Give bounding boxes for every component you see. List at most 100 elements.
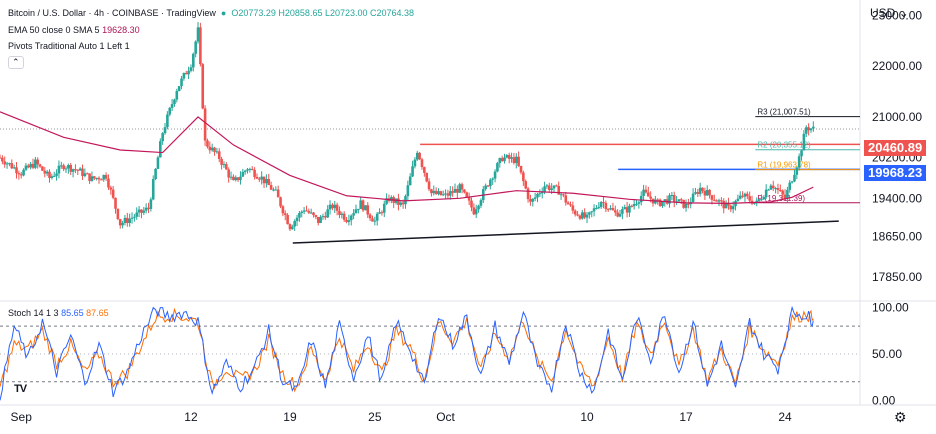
candle-body: [43, 170, 47, 174]
candle-body: [580, 212, 584, 219]
candle-body: [276, 189, 280, 198]
candle-body: [189, 67, 193, 71]
candle-body: [215, 151, 219, 153]
collapse-legend-icon[interactable]: ⌃: [8, 56, 24, 69]
candle-body: [76, 169, 80, 171]
candle-body: [12, 167, 16, 169]
candle-body: [536, 193, 539, 198]
candle-body: [569, 204, 572, 206]
pivot-level-label: R3 (21,007.51): [757, 108, 811, 117]
y-tick-label: 18650.00: [872, 229, 922, 243]
candle-body: [642, 189, 645, 196]
candle-body: [812, 126, 815, 129]
candle-body: [448, 191, 452, 196]
candle-body: [571, 205, 575, 211]
candle-body: [57, 165, 61, 174]
candle-body: [45, 171, 49, 174]
candle-body: [135, 212, 139, 217]
candle-body: [658, 199, 662, 207]
candle-body: [128, 218, 131, 224]
candle-body: [17, 173, 21, 175]
candle-body: [328, 204, 332, 210]
candle-body: [29, 163, 32, 168]
candle-body: [345, 219, 348, 222]
candle-body: [222, 164, 226, 166]
candle-body: [677, 199, 681, 202]
candle-body: [95, 177, 98, 179]
candle-body: [715, 200, 718, 202]
stoch-label: Stoch 14 1 3: [8, 308, 59, 318]
candle-body: [305, 210, 308, 212]
candle-body: [425, 172, 428, 182]
candle-body: [590, 211, 594, 213]
x-tick-label: Sep: [11, 410, 33, 424]
candle-body: [550, 188, 553, 190]
candle-body: [246, 169, 249, 171]
candle-body: [788, 182, 792, 190]
gear-icon[interactable]: ⚙: [894, 409, 907, 425]
candle-body: [557, 185, 561, 195]
candle-body: [623, 207, 627, 210]
candle-body: [767, 189, 770, 191]
candle-body: [496, 163, 499, 172]
candle-body: [8, 163, 11, 165]
candle-body: [378, 212, 381, 214]
candle-body: [107, 178, 110, 188]
candle-body: [621, 209, 624, 214]
candle-body: [326, 209, 329, 218]
candle-body: [500, 158, 504, 162]
pivot-level-label: R2 (20,355.12): [757, 141, 811, 150]
candle-body: [67, 165, 70, 169]
candle-body: [229, 176, 233, 178]
candle-body: [111, 189, 115, 198]
candle-body: [755, 200, 759, 203]
candle-body: [639, 195, 643, 203]
candle-body: [159, 141, 162, 158]
candle-body: [760, 199, 763, 201]
candle-body: [769, 185, 773, 190]
chart-legend-title: Bitcoin / U.S. Dollar · 4h · COINBASE · …: [8, 8, 414, 18]
chevron-down-icon: ⌄: [898, 6, 909, 20]
candle-body: [48, 171, 51, 179]
candle-body: [543, 186, 546, 192]
candle-body: [340, 213, 344, 215]
candle-body: [314, 215, 318, 217]
candle-body: [288, 224, 292, 230]
candle-body: [201, 64, 205, 109]
x-tick-label: 24: [778, 410, 792, 424]
candle-body: [349, 215, 353, 221]
candle-body: [764, 189, 768, 198]
candle-body: [437, 191, 440, 195]
candle-body: [736, 198, 740, 202]
ohlc-values: O20773.29 H20858.65 L20723.00 C20764.38: [231, 8, 415, 18]
x-tick-label: Oct: [436, 410, 455, 424]
candle-body: [321, 216, 325, 218]
candle-body: [472, 207, 476, 215]
candle-body: [300, 211, 304, 214]
market-status-dot: ●: [218, 8, 229, 18]
candle-body: [552, 185, 556, 189]
candle-body: [547, 185, 551, 190]
candle-body: [517, 156, 520, 166]
candle-body: [505, 155, 509, 158]
candle-body: [649, 196, 652, 199]
candle-body: [267, 179, 271, 186]
candle-body: [795, 167, 799, 175]
candle-body: [253, 169, 256, 177]
candle-body: [628, 205, 631, 213]
candle-body: [710, 195, 714, 200]
candle-body: [484, 185, 487, 190]
candle-body: [52, 175, 56, 177]
candle-body: [602, 202, 605, 204]
candle-body: [354, 209, 358, 214]
candle-body: [802, 133, 806, 151]
candle-body: [684, 203, 688, 208]
candle-body: [390, 197, 393, 201]
candle-body: [375, 213, 379, 221]
candle-body: [10, 163, 14, 169]
currency-selector[interactable]: USD ⌄: [870, 6, 909, 20]
candle-body: [338, 210, 341, 215]
candle-body: [668, 195, 671, 204]
candle-body: [453, 189, 457, 193]
